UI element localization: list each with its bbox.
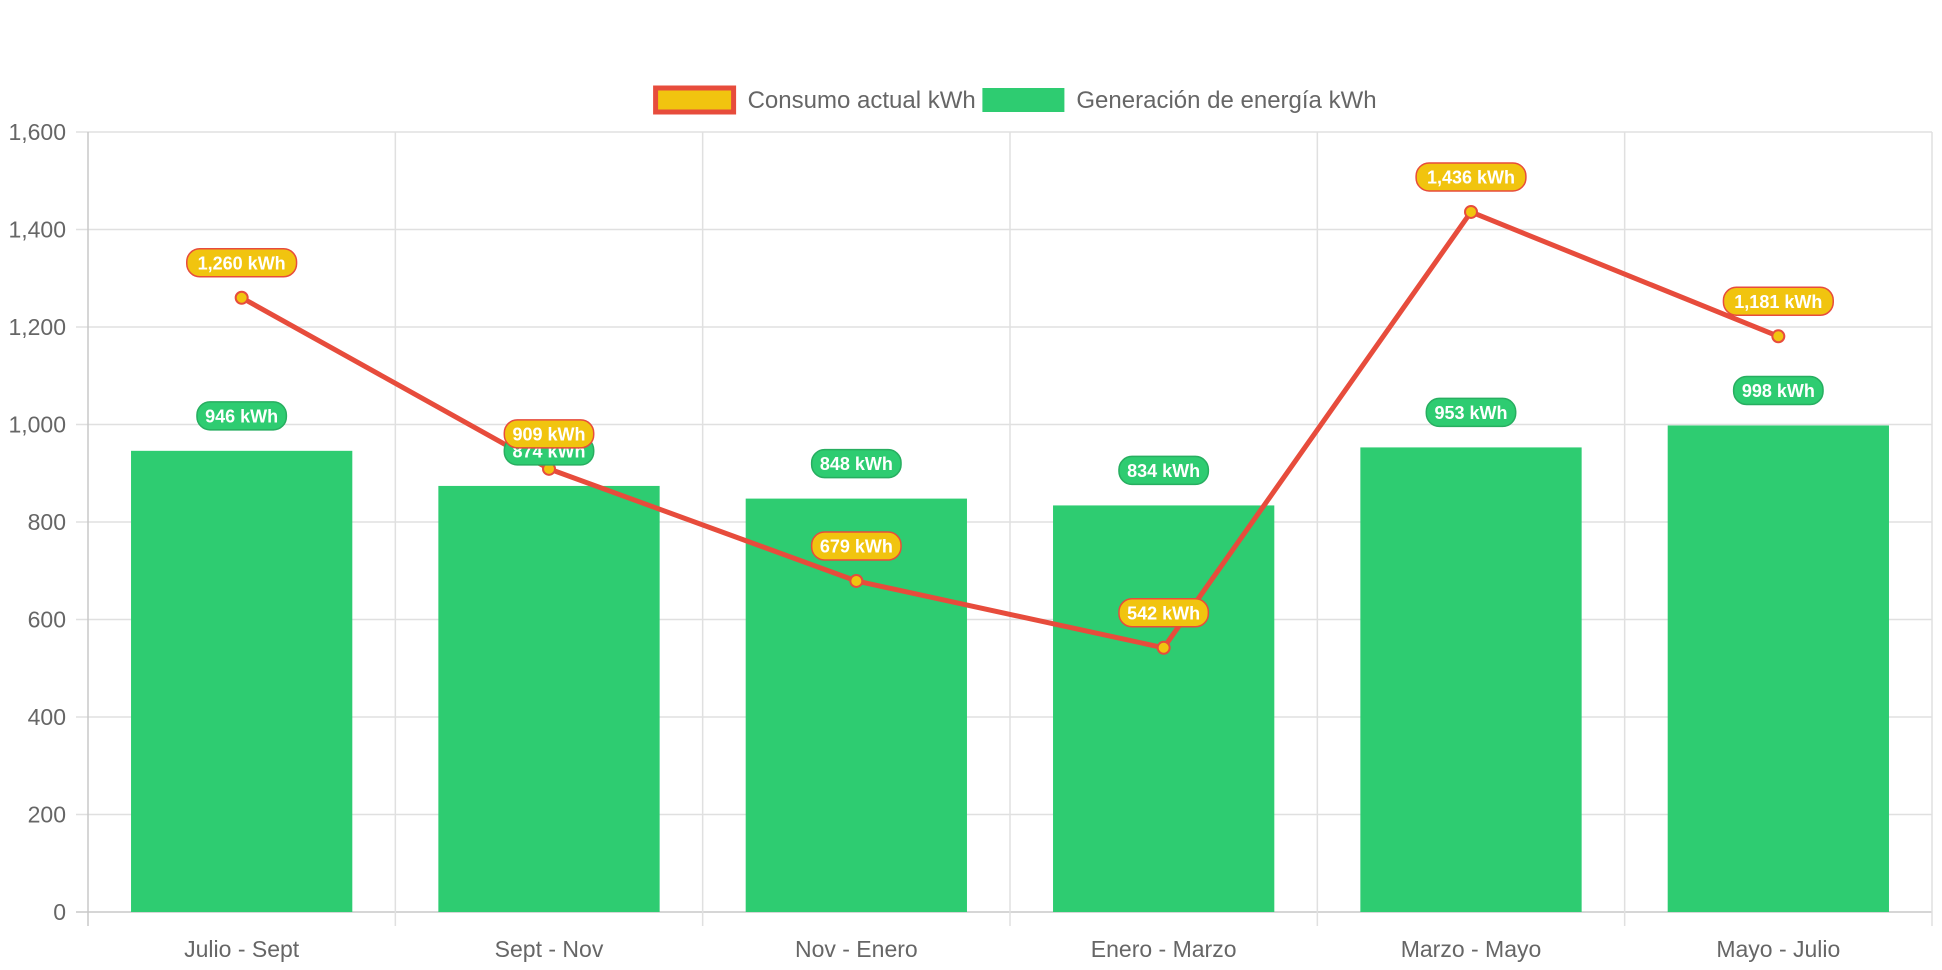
axes: 0 200 400 600 800 1,000 1,200 1,400 1,600 Julio -… <box>8 119 1840 962</box>
line-data-label: 1,181 kWh <box>1734 292 1822 312</box>
line-point <box>1464 204 1478 219</box>
y-tick-label: 1,400 <box>8 217 66 243</box>
legend[interactable]: Consumo actual kWh Generación de energía … <box>653 85 1377 115</box>
line-data-label: 542 kWh <box>1127 603 1200 623</box>
bar-data-label: 953 kWh <box>1434 403 1507 423</box>
grid <box>76 131 1933 926</box>
x-tick-label: Nov - Enero <box>795 936 918 962</box>
bar-data-label: 998 kWh <box>1742 381 1815 401</box>
bar <box>1360 447 1582 912</box>
bar-data-label-bg <box>1118 455 1210 486</box>
y-tick-label: 0 <box>53 899 66 925</box>
line-point <box>234 290 249 305</box>
line-data-label-bg <box>1722 286 1834 317</box>
bar <box>438 485 660 912</box>
line-data-label: 1,260 kWh <box>198 253 286 273</box>
bar <box>1053 505 1275 912</box>
line-point <box>1156 640 1171 655</box>
line-data-label: 679 kWh <box>820 536 893 556</box>
line-consumo <box>234 204 1786 655</box>
x-tick-label: Sept - Nov <box>495 936 604 962</box>
line-data-label: 909 kWh <box>512 424 585 444</box>
bar <box>745 498 967 912</box>
line-data-label-bg <box>810 531 902 561</box>
legend-label-consumo: Consumo actual kWh <box>748 87 976 114</box>
bar-data-label: 834 kWh <box>1127 461 1200 481</box>
bar-data-label-bg <box>1425 397 1517 428</box>
legend-label-generacion: Generación de energía kWh <box>1076 87 1376 114</box>
x-tick-label: Mayo - Julio <box>1716 936 1840 962</box>
x-tick-label: Enero - Marzo <box>1091 936 1237 962</box>
legend-swatch-consumo <box>653 85 737 115</box>
y-tick-label: 1,000 <box>8 412 66 438</box>
line-series <box>240 209 1780 651</box>
legend-swatch-generacion <box>982 88 1065 112</box>
y-tick-label: 200 <box>28 802 66 828</box>
bar-data-label: 848 kWh <box>820 454 893 474</box>
x-tick-label: Marzo - Mayo <box>1401 936 1542 962</box>
bars-generacion <box>131 425 1889 912</box>
line-data-label-bg <box>1415 162 1527 192</box>
y-tick-label: 800 <box>28 509 66 535</box>
bar-data-label-bg <box>1732 375 1824 406</box>
line-data-label-bg <box>186 248 298 278</box>
bar-data-label-bg <box>810 448 902 479</box>
bar-data-label: 946 kWh <box>205 406 278 426</box>
line-data-label: 1,436 kWh <box>1427 167 1515 187</box>
x-tick-label: Julio - Sept <box>184 936 300 962</box>
bar-data-label-bg <box>196 401 288 431</box>
bar <box>131 450 353 912</box>
y-tick-label: 400 <box>28 704 66 730</box>
y-tick-label: 600 <box>28 607 66 633</box>
line-point <box>849 573 864 588</box>
line-data-label-bg <box>1118 598 1210 628</box>
line-point <box>1771 329 1786 344</box>
y-tick-label: 1,200 <box>8 314 66 340</box>
y-tick-label: 1,600 <box>8 119 66 145</box>
line-data-label-bg <box>503 419 595 449</box>
bar <box>1667 425 1889 912</box>
